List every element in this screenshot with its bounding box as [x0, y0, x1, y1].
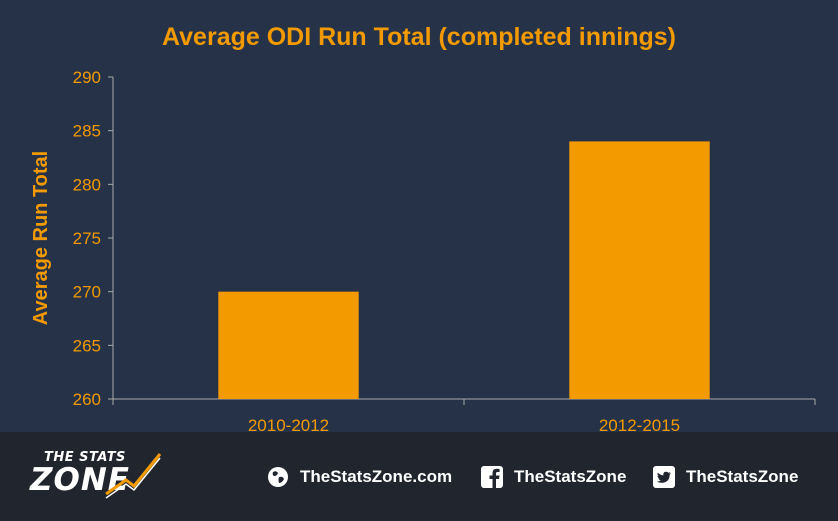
y-axis-label: Average Run Total [30, 151, 52, 325]
facebook-link[interactable]: TheStatsZone [481, 466, 626, 488]
y-tick-label: 285 [73, 122, 101, 141]
footer-bar: THE STATS ZONE TheStatsZone.com TheStats… [0, 432, 838, 521]
stats-zone-logo: THE STATS ZONE [30, 450, 180, 500]
y-tick-label: 280 [73, 175, 101, 194]
chart-title: Average ODI Run Total (completed innings… [162, 23, 676, 51]
bar-chart: Average ODI Run Total (completed innings… [30, 23, 816, 432]
bar [569, 141, 710, 399]
x-tick-label: 2010-2012 [248, 416, 329, 432]
x-tick-label: 2012-2015 [599, 416, 680, 432]
y-tick-label: 275 [73, 229, 101, 248]
lightning-bolt-icon [105, 453, 162, 499]
logo-text-bottom: ZONE [30, 462, 130, 498]
y-tick-label: 260 [73, 390, 101, 409]
logo-text-top: THE STATS [44, 450, 126, 465]
facebook-icon [481, 466, 503, 488]
bar [218, 291, 359, 399]
twitter-link[interactable]: TheStatsZone [653, 466, 798, 488]
twitter-label: TheStatsZone [686, 467, 799, 486]
y-tick-label: 270 [73, 283, 101, 302]
globe-icon [268, 467, 288, 487]
website-link[interactable]: TheStatsZone.com [267, 466, 452, 488]
facebook-label: TheStatsZone [514, 467, 627, 486]
y-tick-label: 265 [73, 336, 101, 355]
y-tick-label: 290 [73, 68, 101, 87]
website-label: TheStatsZone.com [300, 467, 453, 486]
twitter-icon [653, 466, 675, 488]
